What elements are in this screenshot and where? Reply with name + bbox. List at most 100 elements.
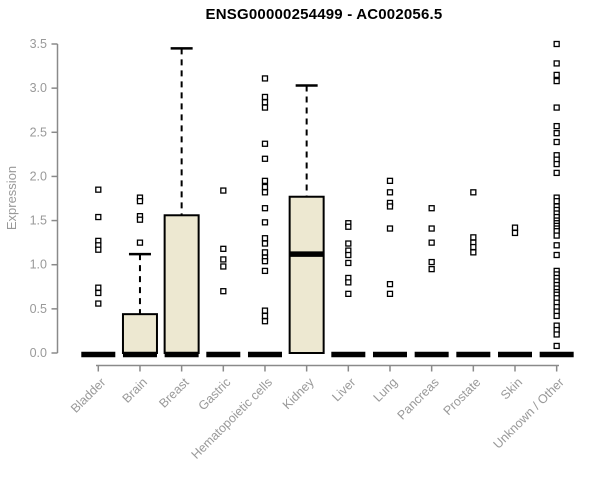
- y-tick-label: 2.0: [30, 169, 47, 183]
- outlier-point: [95, 284, 102, 291]
- outlier-point: [428, 265, 435, 273]
- outlier-point: [428, 205, 435, 212]
- outlier-point: [95, 300, 102, 307]
- median-line: [164, 351, 199, 358]
- outlier-point: [345, 259, 352, 267]
- outlier-point: [220, 288, 227, 295]
- outlier-point: [553, 122, 560, 130]
- x-tick-label: Lung: [371, 375, 401, 405]
- x-tick-label: Gastric: [196, 375, 234, 413]
- outlier-point: [470, 249, 477, 256]
- x-tick-label: Prostate: [441, 375, 484, 418]
- median-line: [289, 251, 324, 257]
- outlier-point: [345, 279, 352, 286]
- outlier-point: [428, 258, 435, 266]
- outlier-point: [553, 77, 560, 85]
- median-line: [122, 351, 157, 358]
- outlier-point: [553, 312, 560, 320]
- outlier-point: [261, 104, 269, 111]
- outlier-point: [386, 290, 394, 297]
- box: [163, 214, 200, 354]
- outlier-point: [511, 224, 519, 231]
- outlier-point: [261, 177, 269, 184]
- outlier-point: [470, 189, 477, 196]
- outlier-point: [553, 40, 560, 48]
- x-tick-label: Brain: [120, 375, 151, 406]
- median-line: [206, 351, 241, 358]
- outlier-point: [95, 246, 102, 253]
- box: [121, 313, 158, 355]
- median-line: [539, 351, 574, 358]
- y-tick-label: 0.0: [30, 346, 47, 360]
- outlier-point: [261, 307, 269, 314]
- y-axis-title: Expression: [4, 166, 19, 230]
- outlier-point: [553, 232, 560, 239]
- outlier-point: [261, 99, 269, 106]
- y-tick-label: 1.0: [30, 258, 47, 272]
- outlier-point: [470, 234, 477, 241]
- outlier-point: [220, 245, 227, 252]
- median-line: [331, 351, 366, 358]
- outlier-point: [220, 187, 227, 194]
- outlier-point: [553, 251, 560, 259]
- outlier-point: [136, 216, 144, 223]
- chart-title: ENSG00000254499 - AC002056.5: [205, 6, 443, 23]
- median-line: [498, 351, 532, 358]
- outlier-point: [261, 219, 269, 226]
- median-line: [456, 351, 491, 358]
- median-line: [247, 351, 282, 358]
- outlier-point: [261, 235, 269, 242]
- outlier-point: [553, 242, 560, 249]
- outlier-point: [470, 243, 477, 251]
- outlier-point: [95, 289, 102, 297]
- outlier-point: [261, 240, 269, 247]
- outlier-point: [553, 104, 560, 111]
- outlier-point: [261, 249, 269, 256]
- outlier-point: [261, 155, 269, 162]
- median-line: [372, 351, 407, 358]
- outlier-point: [345, 223, 352, 230]
- outlier-point: [261, 75, 269, 82]
- outlier-point: [345, 240, 352, 247]
- outlier-point: [428, 225, 435, 232]
- outlier-point: [261, 93, 269, 101]
- outlier-point: [261, 318, 269, 325]
- outlier-point: [511, 229, 519, 237]
- x-tick-label: Kidney: [280, 375, 317, 412]
- outlier-point: [220, 263, 227, 270]
- outlier-point: [261, 189, 269, 196]
- x-tick-label: Breast: [156, 375, 192, 411]
- outlier-point: [553, 160, 560, 168]
- x-tick-label: Skin: [498, 375, 525, 402]
- median-line: [81, 351, 116, 358]
- outlier-point: [386, 280, 394, 288]
- outlier-point: [95, 213, 102, 221]
- outlier-point: [386, 177, 394, 184]
- median-line: [414, 351, 449, 358]
- outlier-point: [553, 71, 560, 79]
- y-tick-label: 3.5: [30, 37, 47, 51]
- outlier-point: [261, 140, 269, 147]
- x-tick-label: Bladder: [68, 375, 108, 415]
- outlier-point: [261, 258, 269, 265]
- y-tick-label: 3.0: [30, 81, 47, 95]
- outlier-point: [220, 256, 227, 263]
- outlier-point: [261, 267, 269, 275]
- outlier-point: [553, 138, 560, 146]
- box: [288, 195, 325, 354]
- outlier-point: [553, 169, 560, 177]
- x-tick-label: Hematopoietic cells: [189, 375, 276, 462]
- outlier-point: [553, 331, 560, 338]
- outlier-point: [345, 251, 352, 259]
- y-tick-label: 1.5: [30, 214, 47, 228]
- outlier-point: [386, 225, 394, 232]
- outlier-point: [428, 239, 435, 246]
- y-tick-label: 0.5: [30, 302, 47, 316]
- outlier-point: [553, 60, 560, 67]
- outlier-point: [261, 205, 269, 212]
- outlier-point: [136, 197, 144, 205]
- outlier-point: [261, 183, 269, 191]
- x-tick-label: Pancreas: [395, 375, 442, 422]
